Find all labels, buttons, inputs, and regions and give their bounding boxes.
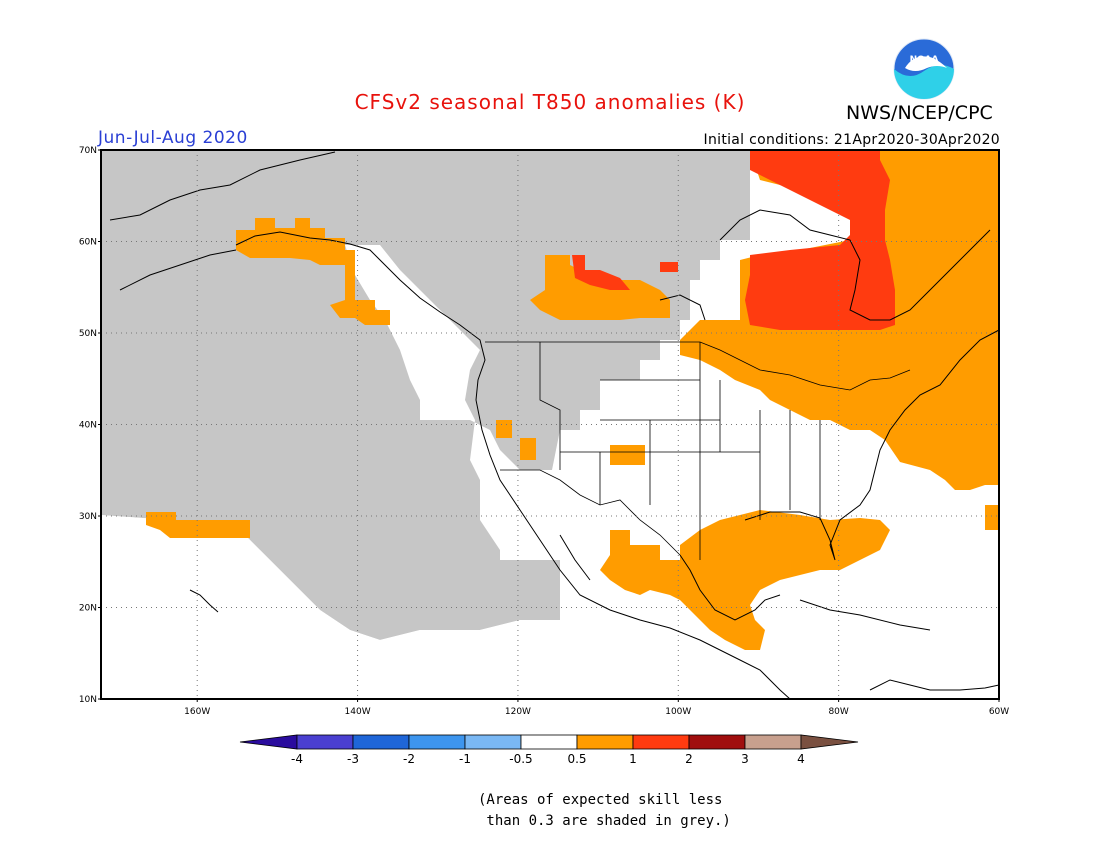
colorbar-bin xyxy=(744,734,802,750)
colorbar-label: 3 xyxy=(741,752,749,766)
colorbar-label: 4 xyxy=(797,752,805,766)
coastlines xyxy=(109,151,1000,700)
colorbar-bin xyxy=(464,734,522,750)
colorbar-label: -2 xyxy=(403,752,415,766)
logo-text: NOAA xyxy=(910,55,939,65)
colorbar-label: 1 xyxy=(629,752,637,766)
colorbar-bin xyxy=(352,734,410,750)
latitude-labels: 10N 20N 30N 40N 50N 60N 70N xyxy=(79,146,101,705)
colorbar-label: -1 xyxy=(459,752,471,766)
lon-tick-label: 140W xyxy=(345,707,371,717)
colorbar-max-arrow xyxy=(800,734,859,750)
lat-tick-label: 10N xyxy=(79,695,97,705)
colorbar-bin xyxy=(632,734,690,750)
colorbar-bin xyxy=(408,734,466,750)
lon-tick-label: 60W xyxy=(989,707,1009,717)
lon-tick-label: 80W xyxy=(828,707,848,717)
colorbar-bin xyxy=(520,734,578,750)
colorbar-min-arrow xyxy=(239,734,298,750)
map-body xyxy=(101,150,1000,700)
lat-tick-label: 50N xyxy=(79,329,97,339)
political-borders xyxy=(485,341,911,560)
lat-tick-label: 60N xyxy=(79,238,97,248)
lon-tick-label: 160W xyxy=(184,707,210,717)
colorbar-bin xyxy=(688,734,746,750)
longitude-labels: 160W 140W 120W 100W 80W 60W xyxy=(184,699,1009,717)
warm-anomaly-red xyxy=(572,150,895,330)
colorbar-bin xyxy=(576,734,634,750)
colorbar-label: -4 xyxy=(291,752,303,766)
skill-note-line1: (Areas of expected skill less xyxy=(478,792,723,808)
initial-conditions-label: Initial conditions: 21Apr2020-30Apr2020 xyxy=(703,132,1000,148)
colorbar-bin xyxy=(296,734,354,750)
lon-tick-label: 100W xyxy=(665,707,691,717)
noaa-logo-icon: NOAA xyxy=(893,38,955,100)
skill-note: (Areas of expected skill less than 0.3 a… xyxy=(478,790,731,832)
neutral-west-coast xyxy=(101,245,780,699)
colorbar-label: -3 xyxy=(347,752,359,766)
lat-tick-label: 40N xyxy=(79,421,97,431)
colorbar: -4 -3 -2 -1 -0.5 0.5 1 2 3 4 xyxy=(239,734,859,766)
lon-tick-label: 120W xyxy=(505,707,531,717)
chart-title: CFSv2 seasonal T850 anomalies (K) xyxy=(354,90,746,114)
colorbar-label: 2 xyxy=(685,752,693,766)
lat-tick-label: 70N xyxy=(79,146,97,156)
season-label: Jun-Jul-Aug 2020 xyxy=(98,128,248,148)
lat-tick-label: 20N xyxy=(79,604,97,614)
colorbar-label: -0.5 xyxy=(509,752,532,766)
colorbar-label: 0.5 xyxy=(567,752,586,766)
agency-label: NWS/NCEP/CPC xyxy=(846,102,993,124)
skill-note-line2: than 0.3 are shaded in grey.) xyxy=(478,813,731,829)
lat-tick-label: 30N xyxy=(79,512,97,522)
skill-mask-grey xyxy=(101,150,999,640)
